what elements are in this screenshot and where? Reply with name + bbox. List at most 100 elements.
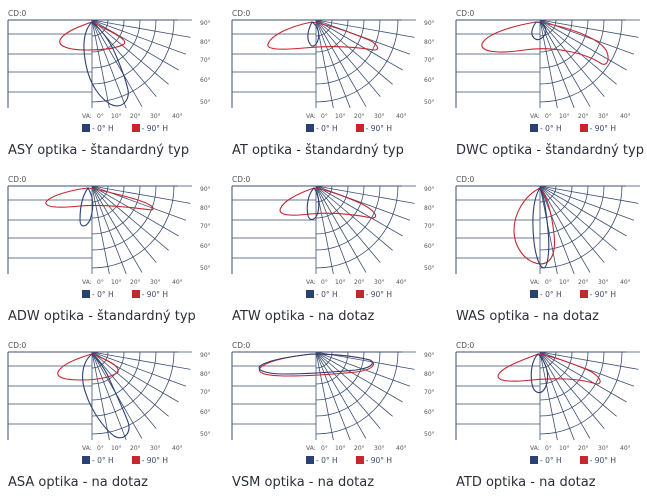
- right-tick-label: 50°: [424, 431, 435, 438]
- legend-swatch: [131, 290, 140, 298]
- legend-0h: - 0° H: [306, 290, 338, 299]
- legend-label: - 0° H: [540, 456, 562, 465]
- right-tick-label: 70°: [424, 223, 435, 230]
- cd-label: CD:0: [232, 9, 251, 18]
- bottom-tick-label: 0°: [97, 113, 104, 120]
- legend-swatch: [306, 456, 314, 464]
- right-tick-label: 60°: [424, 77, 435, 84]
- legend-label: - 0° H: [540, 290, 562, 299]
- legend-swatch: [82, 456, 90, 464]
- legend-swatch: [355, 456, 364, 464]
- polar-plot: 90° 80° 70° 60° 50° VA: 0° 10° 20° 30° 40°: [7, 185, 211, 286]
- bottom-tick-label: 10°: [559, 445, 570, 452]
- right-tick-label: 80°: [200, 39, 211, 46]
- right-tick-label: 70°: [424, 57, 435, 64]
- panel-caption: ASA optika - na dotaz: [8, 475, 148, 490]
- panel-caption: DWC optika - štandardný typ: [456, 143, 644, 158]
- bottom-tick-label: 30°: [374, 113, 385, 120]
- bottom-tick-label: 0°: [97, 445, 104, 452]
- legend-90h: - 90° H: [579, 456, 617, 465]
- curve-90h: [57, 353, 119, 381]
- panel-caption: ATD optika - na dotaz: [456, 475, 596, 490]
- right-tick-label: 50°: [200, 265, 211, 272]
- bottom-tick-label: 10°: [559, 113, 570, 120]
- legend: - 0° H - 90° H: [82, 290, 186, 299]
- cd-label: CD:0: [232, 341, 251, 350]
- bottom-tick-label: 20°: [578, 279, 589, 286]
- right-tick-label: 70°: [200, 223, 211, 230]
- right-tick-label: 70°: [200, 389, 211, 396]
- curve-0h: [79, 187, 94, 227]
- right-tick-label: 60°: [424, 409, 435, 416]
- right-tick-label: 70°: [200, 57, 211, 64]
- bottom-tick-label: 0°: [321, 279, 328, 286]
- right-tick-label: 50°: [424, 99, 435, 106]
- right-tick-label: 80°: [200, 205, 211, 212]
- curve-90h: [45, 187, 154, 211]
- cd-label: CD:0: [456, 175, 475, 184]
- legend-90h: - 90° H: [579, 124, 616, 133]
- legend-label: - 0° H: [316, 456, 338, 465]
- legend-90h: - 90° H: [355, 290, 392, 299]
- right-tick-label: 90°: [424, 352, 435, 359]
- legend-swatch: [530, 456, 538, 464]
- right-tick-label: 60°: [200, 243, 211, 250]
- bottom-tick-label: 30°: [598, 113, 609, 120]
- bottom-tick-label: 40°: [620, 445, 631, 452]
- diagram-panel-atw: CD:0 90° 80° 70° 60° 50° VA: 0° 10° 20° 30° 40° - 0°…: [224, 166, 440, 331]
- bottom-tick-label: 10°: [111, 113, 122, 120]
- legend: - 0° H - 90° H: [306, 290, 410, 299]
- curve-90h: [497, 353, 601, 385]
- curve-0h: [531, 21, 547, 41]
- bottom-tick-label: 10°: [111, 445, 122, 452]
- legend: - 0° H - 90° H: [530, 290, 634, 299]
- legend-label: - 0° H: [316, 290, 338, 299]
- curve-0h: [307, 21, 320, 47]
- diagram-panel-was: CD:090°80°70°60°50°VA:0°10°20°30°40°- 0°…: [448, 166, 647, 331]
- cd-label: CD:0: [456, 341, 475, 350]
- legend-label: - 90° H: [141, 290, 169, 299]
- legend: - 0° H - 90° H: [530, 124, 634, 133]
- right-tick-label: 60°: [200, 77, 211, 84]
- right-tick-label: 80°: [424, 371, 435, 378]
- va-label: VA:: [306, 445, 316, 452]
- legend-swatch: [355, 124, 364, 132]
- legend-0h: - 0° H: [530, 124, 562, 133]
- va-label: VA:: [82, 445, 92, 452]
- bottom-tick-label: 40°: [172, 445, 183, 452]
- cd-label: CD:0: [232, 175, 251, 184]
- legend-swatch: [579, 456, 588, 464]
- cd-label: CD:0: [8, 175, 27, 184]
- legend-swatch: [131, 124, 140, 132]
- curve-0h: [258, 353, 373, 375]
- legend-label: - 90° H: [589, 456, 617, 465]
- bottom-tick-label: 10°: [559, 279, 570, 286]
- curve-90h: [59, 21, 126, 51]
- legend-label: - 0° H: [540, 124, 562, 133]
- legend-90h: - 90° H: [355, 124, 392, 133]
- bottom-tick-label: 30°: [150, 445, 161, 452]
- curve-0h: [306, 187, 320, 221]
- va-label: VA:: [82, 113, 92, 120]
- polar-plot: 90° 80° 70° 60° 50° VA: 0° 10° 20° 30° 40°: [231, 19, 435, 120]
- bottom-tick-label: 40°: [620, 279, 631, 286]
- bottom-tick-label: 40°: [396, 113, 407, 120]
- right-tick-label: 70°: [424, 389, 435, 396]
- legend-swatch: [306, 290, 314, 298]
- bottom-tick-label: 0°: [97, 279, 104, 286]
- right-tick-label: 80°: [424, 205, 435, 212]
- cd-label: CD:0: [456, 9, 475, 18]
- cd-label: CD:0: [8, 341, 27, 350]
- right-tick-label: 80°: [200, 371, 211, 378]
- bottom-tick-label: 10°: [111, 279, 122, 286]
- legend-swatch: [579, 290, 588, 298]
- right-tick-label: 90°: [424, 186, 435, 193]
- legend-label: - 0° H: [92, 456, 114, 465]
- va-label: VA:: [306, 279, 316, 286]
- bottom-tick-label: 0°: [545, 445, 552, 452]
- diagram-panel-at: CD:0 90° 80° 70° 60° 50° VA: 0° 10° 20° 30° 40° - 0°…: [224, 0, 440, 165]
- bottom-tick-label: 0°: [545, 113, 552, 120]
- legend-0h: - 0° H: [306, 456, 338, 465]
- va-label: VA:: [82, 279, 92, 286]
